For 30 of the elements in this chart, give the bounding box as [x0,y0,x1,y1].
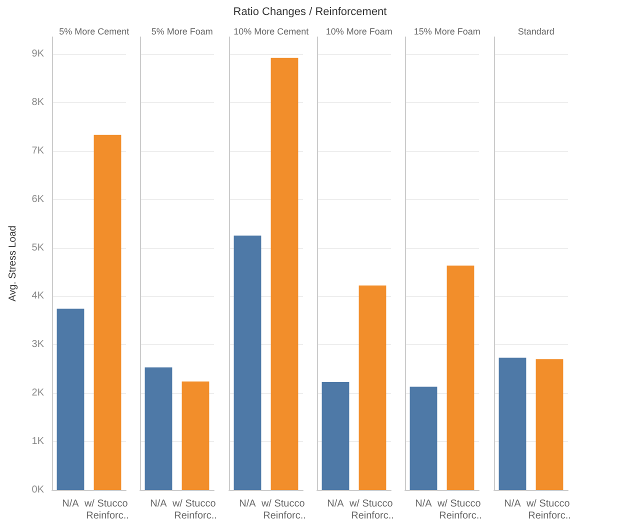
chart-title: 10% More Foam [326,26,392,36]
chart-title: 5% More Foam [152,26,214,36]
y-tick-label: 5K [32,242,44,254]
chart-title: Standard [518,26,554,36]
x-tick-label: w/ Stucco Reinforc.. [348,498,396,522]
y-tick-label: 2K [32,388,44,399]
chart-title: 10% More Cement [233,26,309,36]
y-axis-title: Avg. Stress Load [8,226,18,302]
x-tick-label: w/ Stucco Reinforc.. [260,498,308,522]
y-tick-label: 8K [32,96,44,108]
chart-title: 5% More Cement [59,26,130,36]
x-tick-label: N/A [150,498,168,510]
y-tick-label: 9K [32,48,44,60]
x-tick-label: N/A [504,498,521,510]
x-tick-label: w/ Stucco Reinforc.. [525,498,572,522]
x-tick-label: N/A [415,498,432,510]
y-tick-label: 3K [32,339,44,350]
x-tick-label: N/A [238,498,256,510]
x-tick-label: w/ Stucco Reinforc.. [436,498,484,522]
chart-title: 15% More Foam [414,26,481,36]
y-tick-label: 1K [32,436,44,448]
x-tick-label: w/ Stucco Reinforc.. [172,498,219,522]
x-tick-label: w/ Stucco Reinforc.. [83,498,131,522]
y-tick-label: 6K [32,194,44,205]
y-tick-label: 0K [32,484,44,496]
y-tick-label: 7K [32,145,44,156]
text: Ratio Changes / Reinforcement [232,6,388,18]
x-tick-label: N/A [62,498,80,510]
x-tick-label: N/A [327,498,344,510]
y-tick-label: 4K [32,290,44,302]
